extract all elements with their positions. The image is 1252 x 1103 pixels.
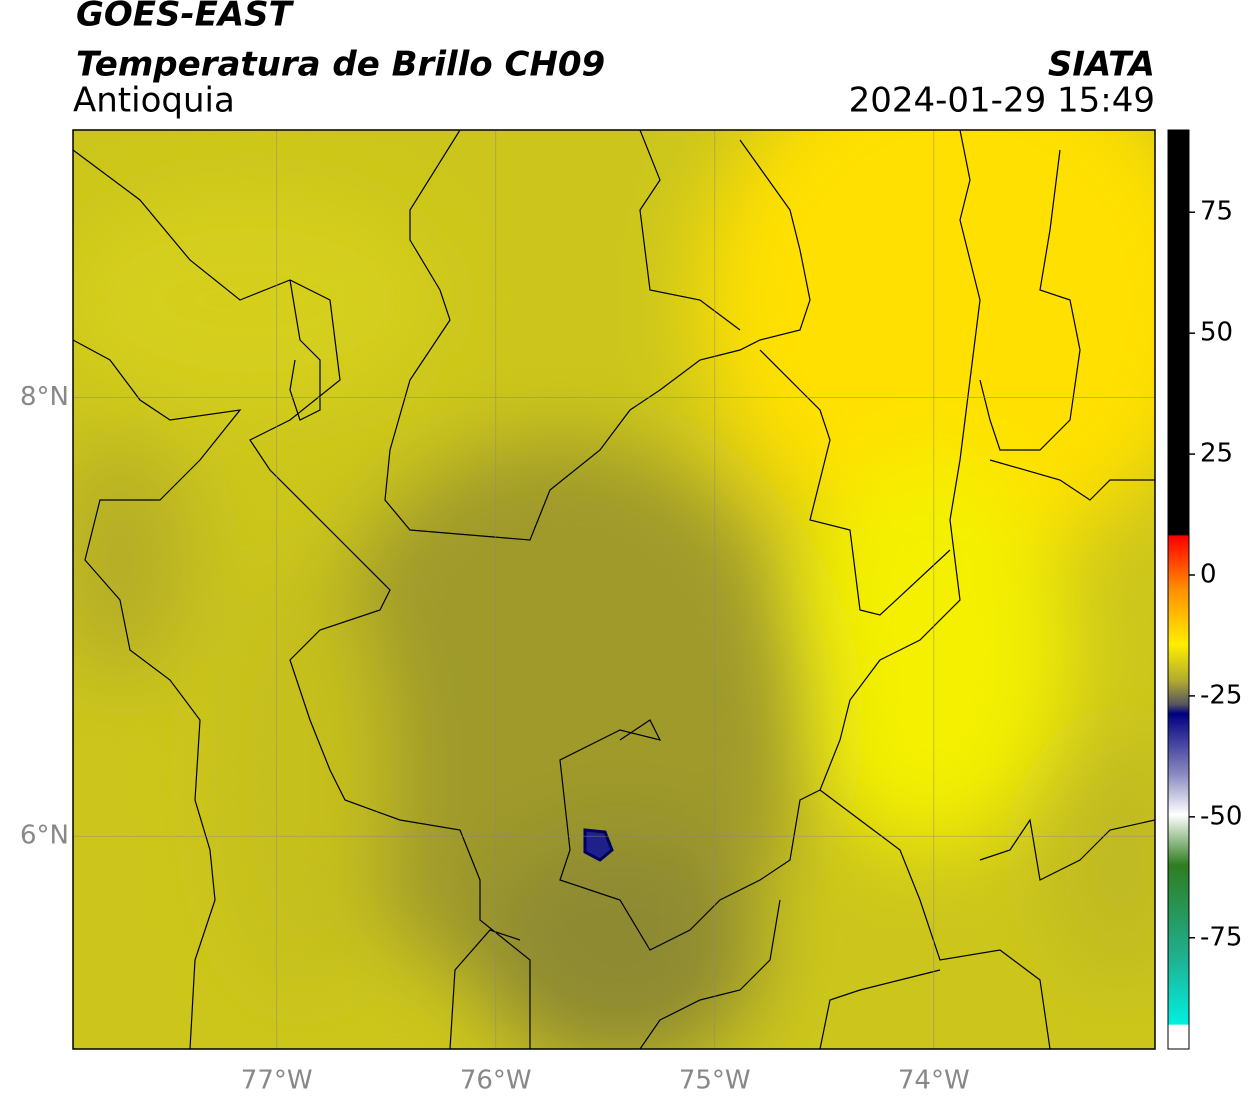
boundaries bbox=[73, 130, 1155, 1049]
region: Antioquia bbox=[73, 81, 235, 121]
timestamp: 2024-01-29 15:49 bbox=[849, 81, 1155, 121]
lon-tick-label: 77°W bbox=[241, 1066, 313, 1096]
lat-tick-label: 8°N bbox=[20, 382, 69, 412]
lon-tick-label: 74°W bbox=[898, 1066, 970, 1096]
colorbar-tick-label: 75 bbox=[1200, 197, 1233, 227]
colorbar-tick-label: -75 bbox=[1200, 922, 1242, 952]
colorbar-tick-label: -25 bbox=[1200, 680, 1242, 710]
title: GOES-EAST bbox=[76, 0, 295, 35]
colorbar-tick-label: 25 bbox=[1200, 439, 1233, 469]
colorbar bbox=[1167, 129, 1190, 1050]
colorbar-tick-label: -50 bbox=[1200, 801, 1242, 831]
lon-tick-label: 76°W bbox=[460, 1066, 532, 1096]
map-image bbox=[73, 130, 1155, 1049]
lon-tick-label: 75°W bbox=[679, 1066, 751, 1096]
subtitle: Temperatura de Brillo CH09 bbox=[76, 45, 605, 85]
cold-cloud bbox=[583, 828, 614, 862]
source: SIATA bbox=[1048, 45, 1155, 85]
brightness-field bbox=[73, 130, 1155, 1049]
lat-tick-label: 6°N bbox=[20, 821, 69, 851]
colorbar-tick-label: 50 bbox=[1200, 318, 1233, 348]
colorbar-tick-label: 0 bbox=[1200, 559, 1217, 589]
map-frame bbox=[72, 129, 1156, 1050]
grid bbox=[73, 130, 1155, 1049]
